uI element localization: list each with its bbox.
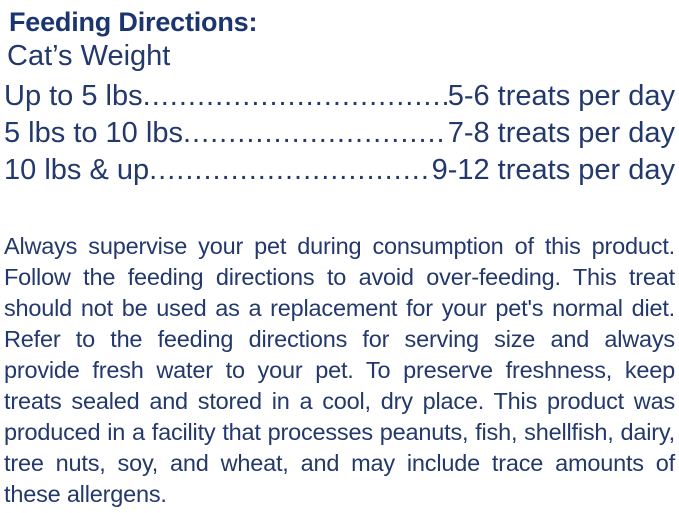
feeding-table: Up to 5 lbs ............................… xyxy=(4,78,675,189)
dot-leader: ........................................… xyxy=(182,117,448,149)
weight-range-label: Up to 5 lbs xyxy=(4,80,143,112)
dot-leader: ........................................… xyxy=(142,80,448,112)
treats-per-day-value: 7-8 treats per day xyxy=(447,117,675,149)
treats-per-day-value: 5-6 treats per day xyxy=(447,80,675,112)
page-title: Feeding Directions: xyxy=(9,7,258,37)
feeding-row-5-to-10: 5 lbs to 10 lbs ........................… xyxy=(4,115,675,152)
treats-per-day-value: 9-12 treats per day xyxy=(431,154,675,186)
feeding-row-up-to-5: Up to 5 lbs ............................… xyxy=(4,78,675,115)
feeding-row-10-and-up: 10 lbs & up ............................… xyxy=(4,152,675,189)
dot-leader: ........................................… xyxy=(149,154,431,186)
disclaimer-paragraph: Always supervise your pet during consump… xyxy=(4,233,675,507)
cats-weight-label: Cat’s Weight xyxy=(7,40,171,72)
weight-range-label: 10 lbs & up xyxy=(4,154,150,186)
weight-range-label: 5 lbs to 10 lbs xyxy=(4,117,183,149)
